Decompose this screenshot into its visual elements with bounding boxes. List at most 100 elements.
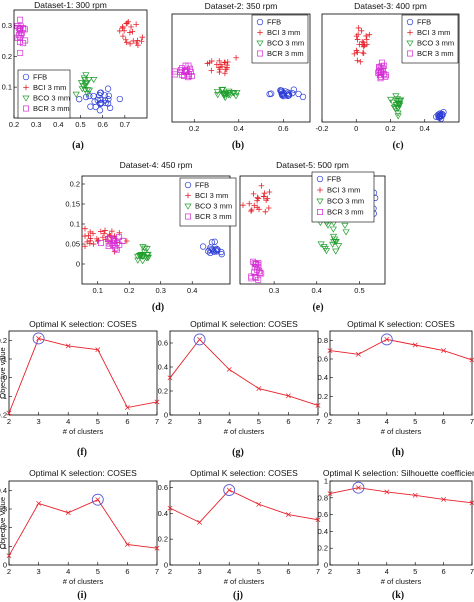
panel-b-point-bci (233, 54, 239, 61)
panel-a-point-bci (123, 39, 130, 46)
panel-b-point-bci (217, 66, 223, 73)
panel-b-caption: (b) (232, 140, 244, 151)
panel-c-point-ffb (436, 112, 444, 119)
panel-d-y-tick-label: 0 (76, 260, 80, 269)
panel-e-point-bci (262, 209, 269, 215)
panel-d-legend-marker (185, 192, 191, 199)
panel-i-point (95, 497, 101, 503)
panel-h-x-axis-label: # of clusters (381, 427, 422, 436)
panel-c-point-bci (351, 51, 358, 57)
panel-e-x-tick-label: 0.3 (269, 286, 279, 295)
panel-h-line (329, 338, 473, 361)
panel-c-point-ffb (435, 113, 442, 121)
panel-b-legend-marker (256, 40, 264, 47)
panel-e-point-bci (256, 206, 262, 213)
panel-d-point-bci (101, 230, 107, 237)
panel-b-x-tick-label: 0.6 (278, 124, 288, 133)
panel-j-point (226, 487, 232, 493)
panel-b-point-bcr (188, 73, 195, 80)
panel-a-x-tick-label: 0.4 (53, 120, 63, 129)
panel-g-y-tick-label: 0.4 (158, 363, 168, 372)
panel-c-point-bci (355, 25, 362, 31)
panel-j-x-tick-label: 5 (257, 567, 261, 576)
panel-g-x-axis-label: # of clusters (224, 427, 265, 436)
panel-f-point (95, 347, 101, 353)
panel-a-point-bco (90, 77, 98, 84)
panel-a-point-bci (120, 33, 126, 39)
panel-i-x-tick-label: 7 (155, 567, 159, 576)
panel-j-x-tick-label: 3 (198, 567, 202, 576)
panel-g-x-tick-label: 3 (198, 417, 202, 426)
panel-h-point (327, 348, 333, 354)
panel-c-point-bci (360, 43, 367, 50)
panel-d-point-bci (111, 248, 118, 255)
panel-d-point-bci (90, 241, 97, 247)
panel-k-title: Optimal K selection: Silhouette coeffici… (323, 468, 474, 478)
panel-c-x-tick-label: -0.2 (316, 124, 329, 133)
panel-c-legend-label: FFB (417, 18, 431, 27)
panel-e-legend-marker (317, 209, 323, 215)
panel-f-y-tick-label: 0 (3, 373, 7, 382)
panel-a-x-tick-label: 0.2 (9, 120, 19, 129)
panel-f-point (65, 343, 71, 349)
panel-f-line (8, 337, 158, 414)
panel-c-legend-label: BCI 3 mm (417, 28, 450, 37)
panel-j-point (197, 519, 203, 525)
panel-i-caption: (i) (77, 590, 86, 601)
panel-k-line (329, 487, 473, 504)
panel-k-caption: (k) (392, 590, 404, 601)
panel-c-caption: (c) (392, 140, 403, 151)
panel-j-y-tick-label: 0.2 (158, 535, 168, 544)
panel-b-point-bci (221, 59, 228, 66)
panel-a-point-bco (77, 80, 86, 87)
panel-b-point-bcr (185, 71, 192, 78)
panel-a-point-bcr (17, 23, 24, 30)
panel-e-point-bci (248, 208, 254, 214)
panel-f-x-tick-label: 4 (66, 417, 70, 426)
panel-d-point-bco (143, 252, 151, 259)
panel-c-point-bci (355, 31, 361, 38)
panel-a-point-bco (82, 72, 90, 79)
panel-a-legend-marker (22, 73, 30, 81)
panel-c-point-bco (397, 97, 405, 104)
panel-d-point-bci (82, 243, 88, 250)
panel-d: 0.1 0.2 0.3 0.4 0 0.05 0.1 0.15 0.2 Dataset-4: 45… (65, 160, 237, 313)
panel-a-point-ffb (91, 98, 98, 105)
panel-a-x-tick-label: 0.3 (31, 120, 41, 129)
panel-b-legend-label: BCI 3 mm (267, 28, 300, 37)
panel-b-point-bci (216, 58, 223, 64)
panel-g-point (285, 393, 291, 399)
panel-d-point-bci (124, 238, 130, 244)
panel-c-legend-label: BCO 3 mm (417, 39, 454, 48)
panel-c-point-bci (354, 57, 361, 64)
panel-d-point-ffb (209, 246, 216, 253)
panel-i-x-axis-label: # of clusters (63, 577, 104, 586)
panel-d-point-ffb (211, 238, 218, 245)
panel-a-point-ffb (97, 96, 104, 103)
panel-d-point-bci (106, 232, 113, 238)
panel-c-point-bci (354, 36, 361, 43)
panel-i-point (65, 510, 71, 516)
panel-b-point-bco (233, 89, 241, 96)
panel-e-point-bco (332, 239, 340, 246)
panel-b-point-bci (208, 67, 215, 74)
panel-h-y-tick-label: 0.2 (318, 392, 328, 401)
panel-a-point-bco (80, 75, 88, 82)
panel-b-legend-label: BCR 3 mm (267, 49, 304, 58)
panel-e-point-bcr (256, 268, 263, 275)
panel-d-caption: (d) (152, 302, 164, 313)
panel-b-point-bcr (185, 62, 192, 69)
panel-k-y-tick-label: 0.2 (318, 544, 328, 553)
panel-e-legend-label: BCR 3 mm (327, 208, 364, 217)
panel-f-y-tick-label: -0.1 (0, 392, 7, 401)
panel-k-y-tick-label: 0.4 (318, 527, 328, 536)
panel-d-point-ffb (218, 251, 225, 258)
panel-j-plot-frame (169, 480, 319, 566)
panel-e-point-bco (324, 222, 332, 229)
panel-e-point-bcr (252, 273, 259, 280)
panel-d-x-tick-label: 0.4 (187, 286, 197, 295)
panel-a-point-bcr (17, 16, 24, 23)
panel-e-point-bci (263, 197, 269, 203)
